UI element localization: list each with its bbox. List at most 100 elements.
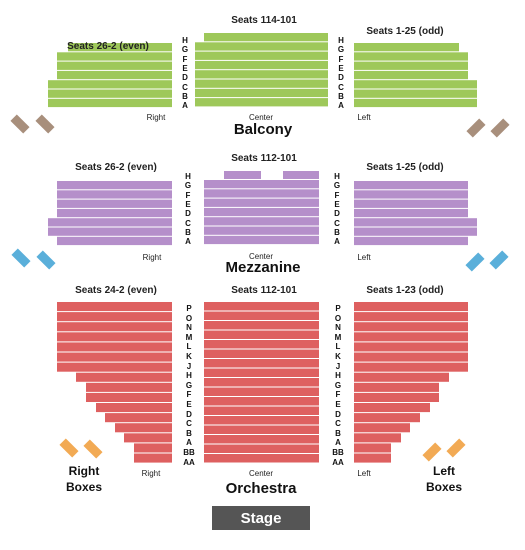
- orchestra-right-row-D[interactable]: [354, 413, 420, 423]
- orchestra-center-row-B[interactable]: [204, 425, 319, 435]
- orchestra-left-row-N[interactable]: [57, 322, 172, 332]
- balcony-box-right-1[interactable]: [10, 114, 30, 134]
- orchestra-box-right-1[interactable]: [59, 438, 79, 458]
- orchestra-center-row-N[interactable]: [204, 321, 319, 330]
- mezzanine-left-row-F[interactable]: [57, 199, 172, 208]
- balcony-center-row-D[interactable]: [195, 70, 328, 79]
- mezzanine-center-row-F[interactable]: [204, 198, 319, 207]
- orchestra-right-row-L[interactable]: [354, 342, 468, 352]
- balcony-left-row-H[interactable]: [68, 43, 172, 52]
- mezzanine-center-row-H-left[interactable]: [224, 171, 261, 179]
- orchestra-left-row-O[interactable]: [57, 312, 172, 322]
- mezzanine-right-row-D[interactable]: [354, 218, 477, 227]
- balcony-left-row-G[interactable]: [57, 52, 172, 61]
- orchestra-right-row-A[interactable]: [354, 443, 391, 453]
- orchestra-center-row-D[interactable]: [204, 406, 319, 416]
- balcony-left-row-E[interactable]: [57, 70, 172, 80]
- balcony-center-row-B[interactable]: [195, 88, 328, 98]
- mezzanine-right-row-F[interactable]: [354, 199, 468, 208]
- orchestra-left-row-F[interactable]: [86, 392, 172, 402]
- mezzanine-right-row-B[interactable]: [354, 236, 468, 246]
- orchestra-center-row-BB[interactable]: [204, 444, 319, 454]
- orchestra-center-row-J[interactable]: [204, 359, 319, 368]
- mezzanine-center-row-H[interactable]: [204, 180, 319, 189]
- mezzanine-box-right-2[interactable]: [36, 250, 56, 270]
- balcony-right-row-G[interactable]: [354, 52, 468, 61]
- orchestra-box-left-2[interactable]: [446, 438, 466, 458]
- balcony-right-row-F[interactable]: [354, 61, 468, 70]
- mezzanine-center-row-H-right[interactable]: [283, 171, 319, 179]
- mezzanine-right-row-E[interactable]: [354, 208, 468, 218]
- orchestra-center-row-G[interactable]: [204, 378, 319, 387]
- orchestra-left-row-H[interactable]: [76, 372, 172, 382]
- orchestra-left-row-B[interactable]: [124, 433, 172, 443]
- balcony-left-row-D[interactable]: [48, 80, 172, 89]
- mezzanine-left-row-H[interactable]: [57, 181, 172, 190]
- balcony-left-row-C[interactable]: [48, 89, 172, 98]
- orchestra-center-row-L[interactable]: [204, 340, 319, 349]
- stage[interactable]: Stage: [212, 506, 310, 530]
- mezzanine-left-row-D[interactable]: [48, 218, 172, 227]
- orchestra-box-right-2[interactable]: [83, 439, 103, 459]
- orchestra-left-row-E[interactable]: [96, 403, 172, 413]
- balcony-left-row-F[interactable]: [57, 61, 172, 70]
- orchestra-center-row-K[interactable]: [204, 349, 319, 359]
- orchestra-center-row-P[interactable]: [204, 302, 319, 311]
- balcony-center-row-C[interactable]: [195, 79, 328, 88]
- orchestra-left-row-C[interactable]: [115, 423, 172, 433]
- orchestra-right-row-E[interactable]: [354, 403, 430, 413]
- balcony-box-left-2[interactable]: [490, 118, 510, 138]
- orchestra-center-row-O[interactable]: [204, 311, 319, 321]
- mezzanine-left-row-E[interactable]: [57, 208, 172, 218]
- balcony-center-row-A[interactable]: [195, 98, 328, 107]
- mezzanine-center-row-E[interactable]: [204, 207, 319, 217]
- mezzanine-right-row-C[interactable]: [354, 227, 477, 236]
- mezzanine-center-row-D[interactable]: [204, 217, 319, 226]
- mezzanine-center-row-G[interactable]: [204, 189, 319, 198]
- orchestra-right-row-N[interactable]: [354, 322, 468, 332]
- orchestra-right-row-B[interactable]: [354, 433, 401, 443]
- orchestra-right-row-BB[interactable]: [354, 453, 391, 463]
- orchestra-left-row-BB[interactable]: [134, 453, 172, 463]
- mezzanine-center-row-C[interactable]: [204, 226, 319, 235]
- balcony-center-row-G[interactable]: [195, 42, 328, 51]
- orchestra-right-row-H[interactable]: [354, 372, 449, 382]
- mezzanine-center-row-B[interactable]: [204, 235, 319, 245]
- balcony-center-row-E[interactable]: [195, 60, 328, 70]
- mezzanine-right-row-G[interactable]: [354, 190, 468, 199]
- balcony-center-row-F[interactable]: [195, 51, 328, 60]
- orchestra-right-row-K[interactable]: [354, 352, 468, 362]
- mezzanine-box-left-1[interactable]: [465, 252, 485, 272]
- orchestra-right-row-P[interactable]: [354, 302, 468, 312]
- balcony-box-left-1[interactable]: [466, 118, 486, 138]
- orchestra-right-row-G[interactable]: [354, 382, 439, 392]
- orchestra-left-row-J[interactable]: [57, 362, 172, 372]
- balcony-left-row-B[interactable]: [48, 98, 172, 108]
- orchestra-center-row-F[interactable]: [204, 387, 319, 397]
- orchestra-right-row-C[interactable]: [354, 423, 410, 433]
- orchestra-right-row-F[interactable]: [354, 392, 439, 402]
- balcony-right-row-B[interactable]: [354, 98, 477, 108]
- orchestra-center-row-A[interactable]: [204, 435, 319, 444]
- orchestra-center-row-M[interactable]: [204, 330, 319, 340]
- orchestra-left-row-G[interactable]: [86, 382, 172, 392]
- orchestra-right-row-J[interactable]: [354, 362, 468, 372]
- orchestra-box-left-1[interactable]: [422, 442, 442, 462]
- orchestra-center-row-E[interactable]: [204, 397, 319, 406]
- balcony-right-row-E[interactable]: [354, 70, 468, 80]
- mezzanine-left-row-C[interactable]: [48, 227, 172, 236]
- balcony-right-row-C[interactable]: [354, 89, 477, 98]
- balcony-box-right-2[interactable]: [35, 114, 55, 134]
- orchestra-right-row-M[interactable]: [354, 332, 468, 342]
- balcony-right-row-H[interactable]: [354, 43, 459, 52]
- balcony-center-row-H[interactable]: [204, 33, 328, 42]
- orchestra-left-row-D[interactable]: [105, 413, 172, 423]
- mezzanine-left-row-G[interactable]: [57, 190, 172, 199]
- orchestra-right-row-O[interactable]: [354, 312, 468, 322]
- orchestra-center-row-H[interactable]: [204, 368, 319, 378]
- mezzanine-box-left-2[interactable]: [489, 250, 509, 270]
- orchestra-left-row-L[interactable]: [57, 342, 172, 352]
- mezzanine-box-right-1[interactable]: [11, 248, 31, 268]
- orchestra-left-row-K[interactable]: [57, 352, 172, 362]
- orchestra-left-row-M[interactable]: [57, 332, 172, 342]
